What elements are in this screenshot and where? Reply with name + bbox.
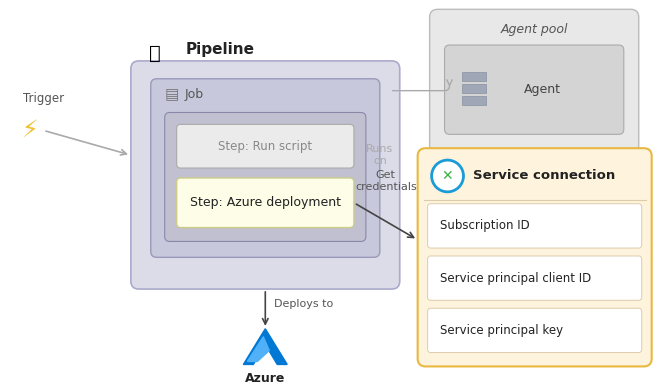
FancyBboxPatch shape: [445, 45, 624, 134]
Bar: [462, 72, 486, 81]
FancyBboxPatch shape: [429, 9, 639, 153]
FancyBboxPatch shape: [427, 204, 641, 248]
FancyBboxPatch shape: [131, 61, 400, 289]
FancyBboxPatch shape: [176, 125, 354, 168]
FancyBboxPatch shape: [427, 256, 641, 300]
Text: Service principal key: Service principal key: [440, 324, 563, 337]
Text: Step: Run script: Step: Run script: [218, 140, 313, 153]
Text: Azure: Azure: [245, 372, 285, 385]
FancyBboxPatch shape: [164, 113, 366, 241]
Text: ▤: ▤: [164, 87, 179, 102]
Text: Get
credentials: Get credentials: [355, 170, 417, 192]
FancyBboxPatch shape: [176, 178, 354, 227]
Circle shape: [431, 160, 464, 192]
Text: ⚡: ⚡: [21, 118, 38, 142]
FancyBboxPatch shape: [417, 148, 652, 366]
Text: Agent pool: Agent pool: [501, 23, 568, 36]
Text: Agent: Agent: [524, 83, 561, 96]
Text: ✕: ✕: [442, 169, 454, 183]
Text: Trigger: Trigger: [23, 92, 64, 105]
Bar: [462, 95, 486, 104]
FancyBboxPatch shape: [427, 308, 641, 353]
Text: Step: Azure deployment: Step: Azure deployment: [190, 196, 341, 209]
Polygon shape: [244, 329, 287, 364]
Text: Job: Job: [185, 88, 204, 101]
Bar: [462, 84, 486, 93]
Text: Deploys to: Deploys to: [274, 299, 333, 309]
Text: Service connection: Service connection: [474, 170, 616, 182]
Text: 🚀: 🚀: [149, 43, 160, 62]
FancyBboxPatch shape: [151, 79, 380, 257]
Text: Service principal client ID: Service principal client ID: [440, 272, 591, 285]
Text: Subscription ID: Subscription ID: [440, 219, 529, 232]
Text: Pipeline: Pipeline: [186, 42, 254, 57]
Text: Runs
on: Runs on: [366, 144, 393, 166]
Polygon shape: [248, 337, 269, 362]
